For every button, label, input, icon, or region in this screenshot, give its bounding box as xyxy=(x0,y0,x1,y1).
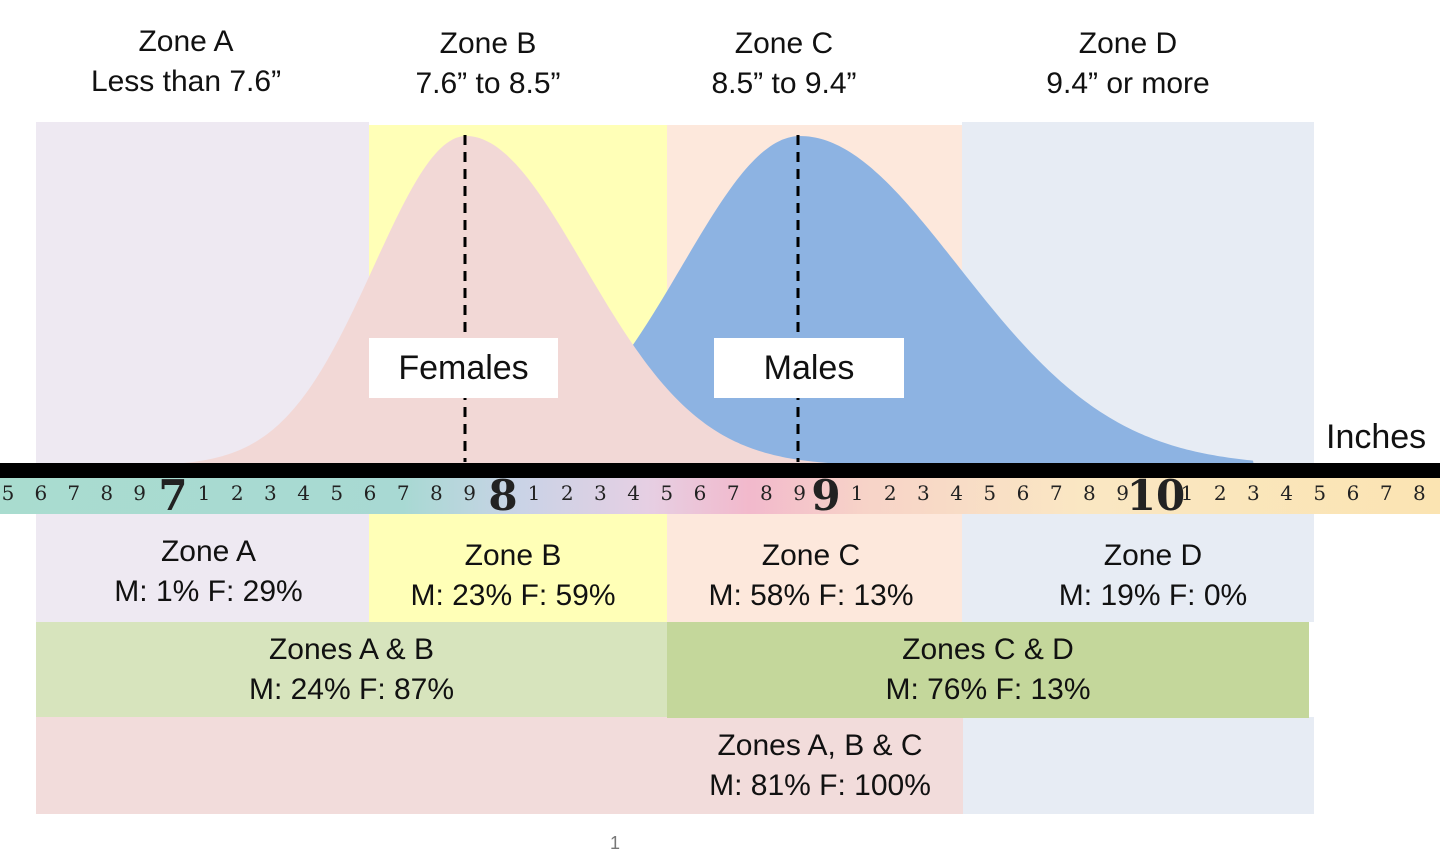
ruler-minor-digit: 4 xyxy=(950,481,963,505)
zones-abc-band xyxy=(36,717,963,814)
ruler-minor-digit: 7 xyxy=(67,481,80,505)
zones-abc-result: Zones A, B & C M: 81% F: 100% xyxy=(680,726,960,806)
zone-b-header: Zone B 7.6” to 8.5” xyxy=(338,24,638,104)
ruler-minor-digit: 1 xyxy=(1181,481,1194,505)
zones-ab-result-name: Zones A & B xyxy=(268,633,435,666)
ruler-minor-digit: 5 xyxy=(2,481,15,505)
ruler-major-number: 7 xyxy=(158,471,187,520)
ruler-minor-digit: 1 xyxy=(198,481,211,505)
ruler-minor-digit: 5 xyxy=(1313,481,1326,505)
ruler-minor-digit: 7 xyxy=(1380,481,1393,505)
ruler-minor-digit: 6 xyxy=(1017,481,1030,505)
zones-cd-result-stats: M: 76% F: 13% xyxy=(885,673,1091,706)
ruler-minor-digit: 8 xyxy=(1413,481,1426,505)
females-distribution-curve xyxy=(72,136,862,466)
ruler-minor-digit: 4 xyxy=(627,481,640,505)
ruler-minor-digit: 2 xyxy=(561,481,574,505)
ruler-minor-digit: 9 xyxy=(463,481,476,505)
ruler-minor-digit: 7 xyxy=(1050,481,1063,505)
page-number: 1 xyxy=(610,833,621,853)
zone-c-result-stats: M: 58% F: 13% xyxy=(708,579,914,612)
ruler-minor-digit: 5 xyxy=(660,481,673,505)
ruler-minor-digit: 6 xyxy=(694,481,707,505)
ruler-minor-digit: 9 xyxy=(793,481,806,505)
zone-b-result-stats: M: 23% F: 59% xyxy=(410,579,616,612)
ruler-major-number: 9 xyxy=(811,471,840,520)
zone-a-band xyxy=(36,122,369,622)
zone-a-result-name: Zone A xyxy=(160,535,257,568)
zone-a-result: Zone A M: 1% F: 29% xyxy=(36,532,381,612)
ruler-strip xyxy=(0,478,1440,514)
ruler-minor-digit: 8 xyxy=(100,481,113,505)
ruler-minor-digit: 1 xyxy=(528,481,541,505)
ruler-minor-digit: 3 xyxy=(594,481,607,505)
zones-cd-band xyxy=(667,622,1309,718)
ruler-minor-digit: 5 xyxy=(330,481,343,505)
ruler-minor-digit: 2 xyxy=(884,481,897,505)
zone-b-result-name: Zone B xyxy=(464,539,562,572)
ruler-minor-digit: 8 xyxy=(1083,481,1096,505)
zone-a-header-name: Zone A xyxy=(138,25,234,58)
ruler-minor-digit: 2 xyxy=(231,481,244,505)
zones-abc-result-name: Zones A, B & C xyxy=(717,729,923,762)
ruler-minor-digit: 6 xyxy=(364,481,377,505)
ruler-minor-digit: 4 xyxy=(297,481,310,505)
ruler-minor-digit: 8 xyxy=(430,481,443,505)
axis-bar xyxy=(0,463,1440,478)
ruler-minor-digit: 3 xyxy=(1247,481,1260,505)
ruler-minor-digit: 4 xyxy=(1280,481,1293,505)
ruler-minor-digit: 7 xyxy=(727,481,740,505)
zone-c-result: Zone C M: 58% F: 13% xyxy=(667,536,955,616)
females-label: Females xyxy=(369,338,558,398)
zones-ab-band xyxy=(36,622,667,717)
ruler-minor-digit: 6 xyxy=(1347,481,1360,505)
zone-c-header: Zone C 8.5” to 9.4” xyxy=(634,24,934,104)
zones-ab-result: Zones A & B M: 24% F: 87% xyxy=(36,630,667,710)
ruler-minor-digit: 9 xyxy=(133,481,146,505)
zone-d-result-name: Zone D xyxy=(1103,539,1203,572)
zone-d-header-range: 9.4” or more xyxy=(1046,67,1210,100)
ruler-minor-digit: 5 xyxy=(983,481,996,505)
zone-d-result: Zone D M: 19% F: 0% xyxy=(962,536,1344,616)
zone-c-result-name: Zone C xyxy=(761,539,861,572)
zone-a-result-stats: M: 1% F: 29% xyxy=(114,575,303,608)
zone-b-result: Zone B M: 23% F: 59% xyxy=(369,536,657,616)
ruler-minor-digit: 3 xyxy=(264,481,277,505)
ruler-minor-digit: 6 xyxy=(35,481,48,505)
zones-cd-result-name: Zones C & D xyxy=(902,633,1074,666)
zones-cd-result: Zones C & D M: 76% F: 13% xyxy=(667,630,1309,710)
zone-b-header-range: 7.6” to 8.5” xyxy=(415,67,561,100)
zone-d-result-stats: M: 19% F: 0% xyxy=(1058,579,1248,612)
zone-c-header-name: Zone C xyxy=(734,27,834,60)
ruler-minor-digit: 8 xyxy=(760,481,773,505)
zones-ab-result-stats: M: 24% F: 87% xyxy=(248,673,455,706)
zone-d-header: Zone D 9.4” or more xyxy=(978,24,1278,104)
zone-a-header-range: Less than 7.6” xyxy=(90,65,282,98)
zones-abc-result-stats: M: 81% F: 100% xyxy=(709,769,931,802)
inches-label: Inches xyxy=(1326,418,1427,456)
ruler-minor-digit: 9 xyxy=(1116,481,1129,505)
zone-b-header-name: Zone B xyxy=(439,27,537,60)
ruler-major-number: 8 xyxy=(488,471,517,520)
ruler-minor-digit: 1 xyxy=(851,481,864,505)
ruler-minor-digit: 7 xyxy=(397,481,410,505)
zone-a-header: Zone A Less than 7.6” xyxy=(36,22,336,102)
ruler-minor-digit: 3 xyxy=(917,481,930,505)
ruler-major-number: 10 xyxy=(1127,471,1185,520)
males-label: Males xyxy=(714,338,904,398)
zone-c-header-range: 8.5” to 9.4” xyxy=(711,67,857,100)
zone-d-lower-band xyxy=(963,717,1314,814)
ruler-minor-digit: 2 xyxy=(1214,481,1227,505)
zone-d-header-name: Zone D xyxy=(1078,27,1178,60)
